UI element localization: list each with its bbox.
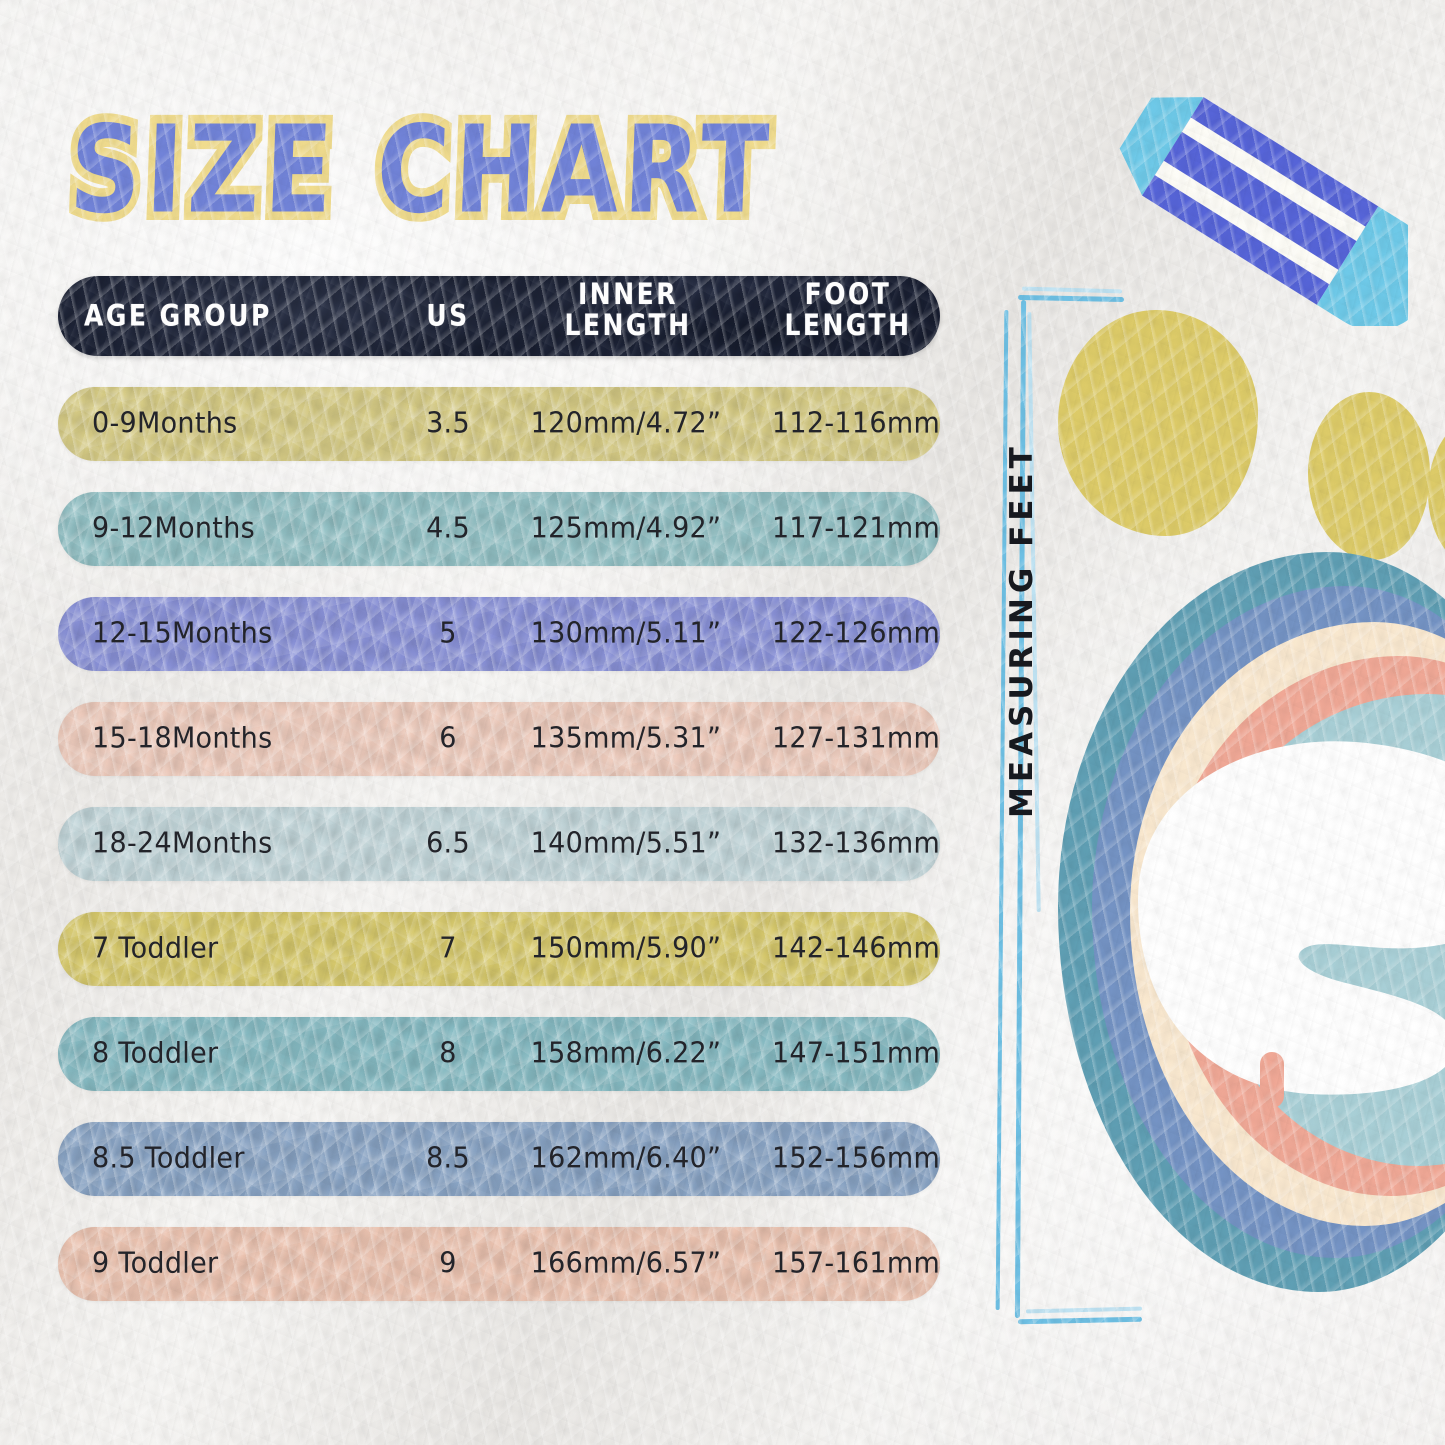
row-cell-inner-length: 135mm/5.31”: [530, 721, 722, 756]
header-us: US: [426, 298, 470, 333]
row-cell-inner-length: 158mm/6.22”: [530, 1036, 722, 1071]
row-cell-us: 6.5: [426, 826, 470, 861]
bracket-bottom-line-2: [1025, 1306, 1143, 1314]
table-row: 9 Toddler 9 166mm/6.57” 157-161mm: [58, 1227, 940, 1301]
header-inner-length-line1: INNER: [578, 276, 678, 312]
header-foot-length-line1: FOOT: [804, 276, 892, 312]
row-cell-foot-length: 122-126mm: [771, 616, 940, 651]
bracket-left-line: [1014, 299, 1027, 1319]
header-foot-length-line2: LENGTH: [784, 307, 912, 342]
header-foot-length: FOOT LENGTH: [723, 279, 973, 340]
table-row: 12-15Months 5 130mm/5.11” 122-126mm: [58, 597, 940, 671]
foot-accent-sliver: [1260, 1052, 1284, 1108]
row-cell-inner-length: 125mm/4.92”: [530, 511, 722, 546]
toe-1: [1058, 310, 1258, 536]
page-title: SIZE CHART: [60, 93, 784, 249]
bracket-left-line-2: [1027, 312, 1041, 912]
row-cell-age-group: 0-9Months: [92, 406, 238, 441]
table-row: 0-9Months 3.5 120mm/4.72” 112-116mm: [58, 387, 940, 461]
measuring-feet-illustration: [940, 0, 1445, 1445]
row-cell-age-group: 18-24Months: [92, 826, 273, 861]
row-cell-foot-length: 152-156mm: [771, 1141, 940, 1176]
table-row: 9-12Months 4.5 125mm/4.92” 117-121mm: [58, 492, 940, 566]
table-row: 7 Toddler 7 150mm/5.90” 142-146mm: [58, 912, 940, 986]
row-cell-inner-length: 120mm/4.72”: [530, 406, 722, 441]
row-cell-foot-length: 127-131mm: [771, 721, 940, 756]
foot-outline-icon: [1138, 741, 1445, 1095]
row-cell-foot-length: 147-151mm: [771, 1036, 940, 1071]
row-cell-us: 5: [439, 616, 457, 651]
row-cell-us: 8: [439, 1036, 457, 1071]
table-row: 18-24Months 6.5 140mm/5.51” 132-136mm: [58, 807, 940, 881]
header-inner-length: INNER LENGTH: [493, 279, 763, 340]
row-cell-foot-length: 112-116mm: [771, 406, 940, 441]
row-cell-inner-length: 162mm/6.40”: [530, 1141, 722, 1176]
table-row: 8 Toddler 8 158mm/6.22” 147-151mm: [58, 1017, 940, 1091]
row-cell-foot-length: 157-161mm: [771, 1246, 940, 1281]
pencil-icon: [1119, 97, 1408, 326]
bracket-left-line-3: [995, 310, 1009, 1310]
toe-2: [1308, 392, 1430, 560]
row-cell-age-group: 9 Toddler: [92, 1246, 219, 1281]
row-cell-age-group: 7 Toddler: [92, 931, 219, 966]
size-chart-table: AGE GROUP US INNER LENGTH FOOT LENGTH 0-…: [58, 276, 940, 1301]
row-cell-age-group: 15-18Months: [92, 721, 273, 756]
table-row: 8.5 Toddler 8.5 162mm/6.40” 152-156mm: [58, 1122, 940, 1196]
row-cell-age-group: 8 Toddler: [92, 1036, 219, 1071]
row-cell-us: 9: [439, 1246, 457, 1281]
row-cell-inner-length: 150mm/5.90”: [530, 931, 722, 966]
row-cell-us: 4.5: [426, 511, 470, 546]
row-cell-foot-length: 132-136mm: [771, 826, 940, 861]
toe-3: [1428, 418, 1445, 568]
table-header-row: AGE GROUP US INNER LENGTH FOOT LENGTH: [58, 276, 940, 356]
row-cell-inner-length: 140mm/5.51”: [530, 826, 722, 861]
row-cell-us: 6: [439, 721, 457, 756]
header-age-group: AGE GROUP: [84, 298, 272, 333]
row-cell-age-group: 9-12Months: [92, 511, 255, 546]
row-cell-us: 7: [439, 931, 457, 966]
row-cell-us: 3.5: [426, 406, 470, 441]
row-cell-inner-length: 130mm/5.11”: [530, 616, 722, 651]
row-cell-foot-length: 117-121mm: [771, 511, 940, 546]
row-cell-age-group: 8.5 Toddler: [92, 1141, 245, 1176]
bracket-bottom-line: [1017, 1316, 1143, 1325]
row-cell-inner-length: 166mm/6.57”: [530, 1246, 722, 1281]
row-cell-foot-length: 142-146mm: [771, 931, 940, 966]
table-row: 15-18Months 6 135mm/5.31” 127-131mm: [58, 702, 940, 776]
row-cell-age-group: 12-15Months: [92, 616, 273, 651]
table-body: 0-9Months 3.5 120mm/4.72” 112-116mm 9-12Mont…: [58, 387, 940, 1301]
row-cell-us: 8.5: [426, 1141, 470, 1176]
bracket-top-line: [1017, 294, 1125, 303]
header-inner-length-line2: LENGTH: [564, 307, 692, 342]
